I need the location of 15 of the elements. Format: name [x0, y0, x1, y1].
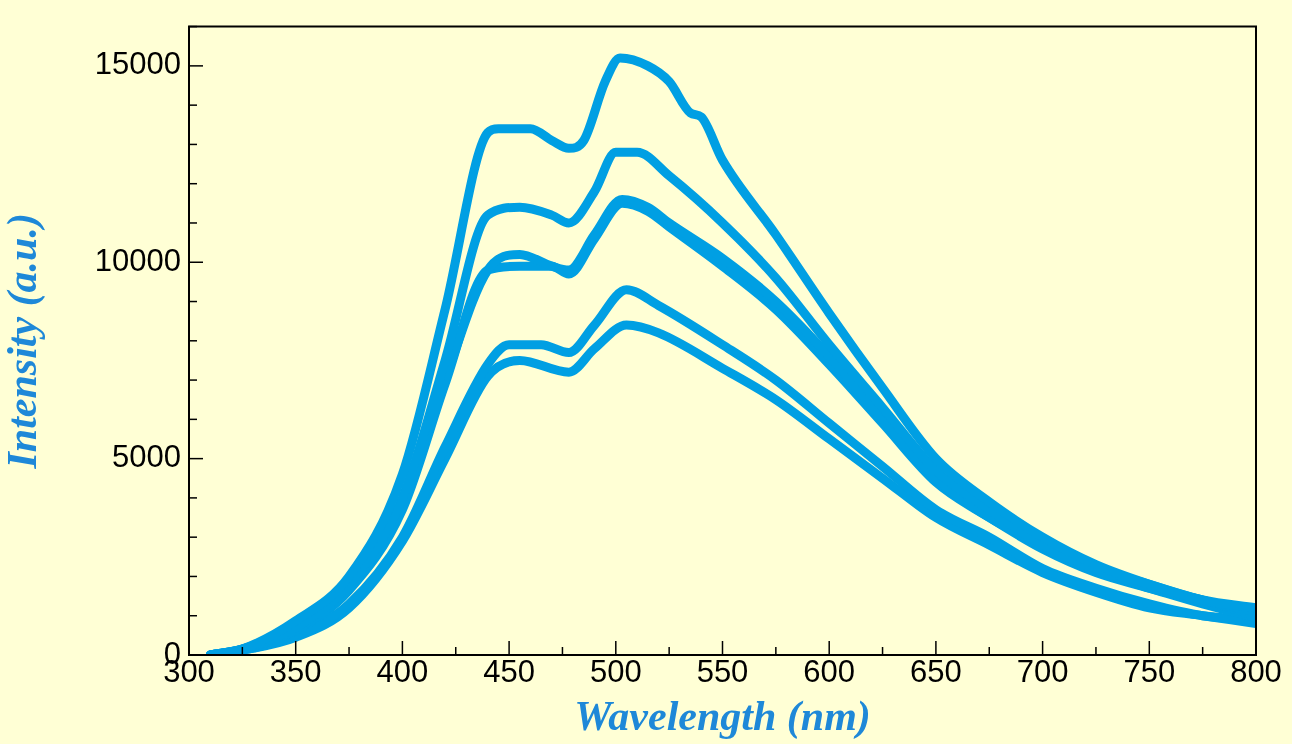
- y-tick-label: 10000: [94, 242, 181, 278]
- y-tick-label: 15000: [94, 46, 181, 82]
- x-tick-label: 700: [1016, 654, 1069, 690]
- y-axis-title: Intensity (a.u.): [0, 213, 47, 470]
- x-axis-title: Wavelength (nm): [574, 692, 871, 740]
- x-tick-label: 450: [483, 654, 535, 690]
- x-tick-label: 600: [803, 654, 856, 690]
- y-tick-label: 5000: [112, 439, 181, 475]
- x-tick-label: 650: [910, 654, 962, 690]
- x-tick-label: 500: [589, 654, 642, 690]
- x-tick-label: 400: [376, 654, 429, 690]
- x-tick-label: 350: [269, 654, 322, 690]
- x-tick-label: 750: [1123, 654, 1176, 690]
- x-tick-label: 800: [1230, 654, 1282, 690]
- x-tick-label: 550: [696, 654, 749, 690]
